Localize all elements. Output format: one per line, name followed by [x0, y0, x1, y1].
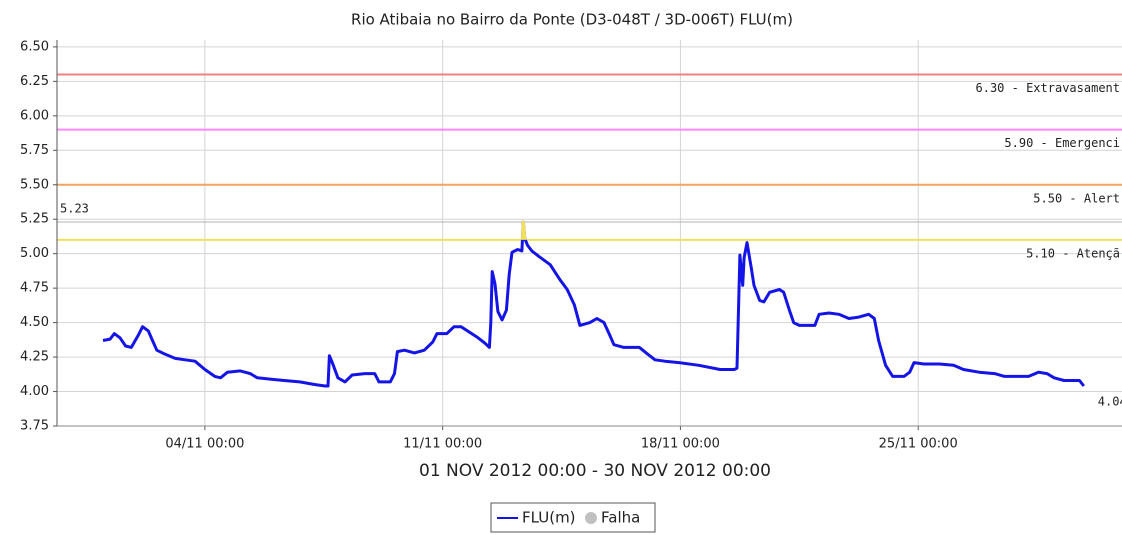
legend-box: [490, 502, 656, 533]
max-label: 5.23: [60, 201, 89, 215]
y-tick-label: 3.75: [20, 419, 49, 434]
y-tick-label: 5.75: [20, 143, 49, 158]
y-tick-label: 5.00: [20, 246, 49, 261]
x-axis-label: 01 NOV 2012 00:00 - 30 NOV 2012 00:00: [419, 461, 771, 481]
threshold-label: 5.90 - Emergenci: [1004, 136, 1120, 150]
x-tick-label: 18/11 00:00: [641, 437, 720, 452]
legend-label: Falha: [601, 509, 640, 527]
threshold-label: 5.50 - Alert: [1033, 191, 1120, 205]
y-tick-label: 4.25: [20, 350, 49, 365]
x-tick-label: 11/11 00:00: [403, 437, 482, 452]
x-tick-label: 04/11 00:00: [165, 437, 244, 452]
y-tick-label: 6.50: [20, 39, 49, 54]
threshold-label: 6.30 - Extravasament: [976, 81, 1121, 95]
y-tick-label: 4.50: [20, 315, 49, 330]
x-tick-label: 25/11 00:00: [879, 437, 958, 452]
plot-area: [57, 40, 1122, 426]
y-tick-label: 4.75: [20, 281, 49, 296]
y-tick-label: 6.00: [20, 108, 49, 123]
legend-label: FLU(m): [522, 509, 576, 527]
chart-title: Rio Atibaia no Bairro da Ponte (D3-048T …: [351, 11, 793, 29]
y-tick-label: 6.25: [20, 74, 49, 89]
threshold-label: 5.10 - Atençã: [1026, 246, 1120, 260]
y-tick-label: 5.50: [20, 177, 49, 192]
y-tick-label: 5.25: [20, 212, 49, 227]
series-line: [102, 220, 1085, 388]
y-tick-label: 4.00: [20, 384, 49, 399]
legend-swatch: [585, 512, 597, 524]
last-label: 4.04: [1098, 395, 1122, 409]
